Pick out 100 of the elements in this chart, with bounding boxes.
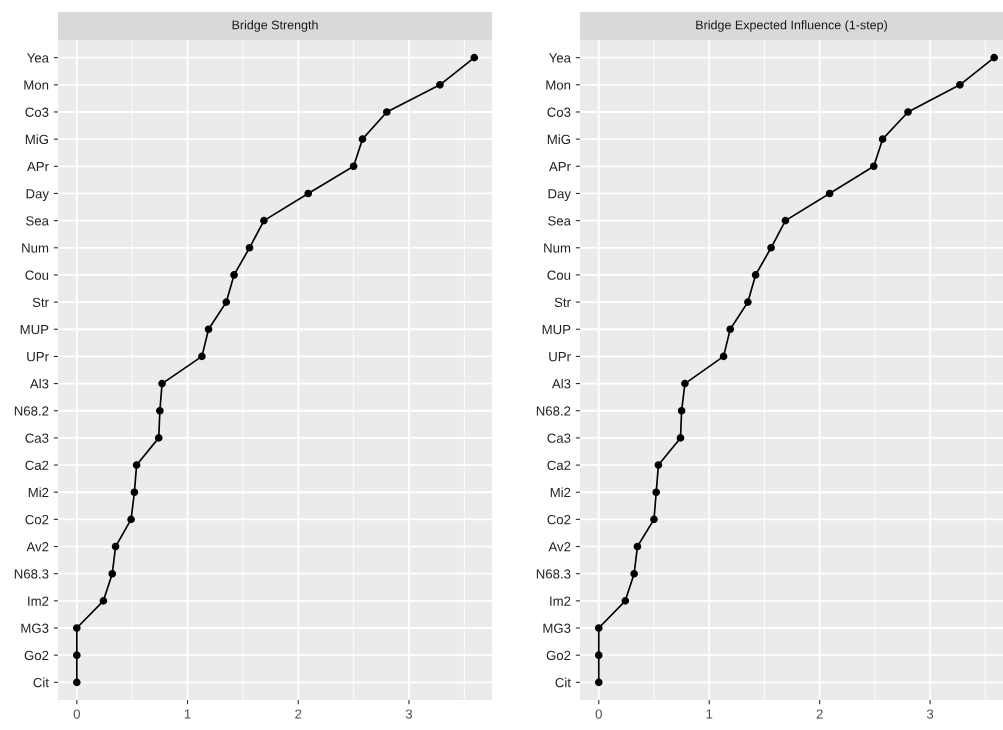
- point: [154, 434, 163, 442]
- x-tick-label: 3: [926, 709, 934, 719]
- y-tick-label: Av2: [548, 542, 571, 552]
- point: [304, 189, 313, 198]
- y-tick-label: Str: [32, 297, 49, 308]
- point: [99, 597, 108, 605]
- point: [198, 352, 206, 361]
- point: [245, 243, 254, 252]
- x-tick-label: 0: [73, 709, 80, 719]
- y-tick-label: Cit: [555, 677, 571, 688]
- point: [108, 569, 117, 578]
- point: [650, 515, 658, 524]
- y-tick-label: Cit: [33, 677, 49, 688]
- point: [878, 135, 887, 143]
- y-tick-label: Im2: [550, 596, 571, 606]
- y-tick-label: Mi2: [28, 487, 49, 497]
- chart-title: Bridge Expected Influence (1-step): [696, 20, 887, 32]
- y-tick-label: Go2: [24, 650, 49, 661]
- y-tick-label: Yea: [548, 53, 571, 63]
- y-tick-label: N68.3: [14, 569, 49, 579]
- point: [436, 80, 444, 89]
- point: [904, 108, 912, 116]
- y-tick-label: APr: [27, 162, 49, 172]
- y-tick-label: Num: [544, 243, 571, 253]
- y-tick-label: Go2: [546, 650, 571, 661]
- y-tick-label: MUP: [542, 324, 571, 335]
- y-tick-label: N68.2: [14, 406, 49, 416]
- point: [127, 515, 135, 524]
- chart-title: Bridge Strength: [232, 20, 318, 32]
- y-tick-label: MiG: [25, 134, 48, 145]
- y-tick-label: Im2: [28, 596, 49, 606]
- y-tick-label: UPr: [27, 352, 49, 362]
- point: [956, 80, 964, 89]
- point: [719, 352, 728, 361]
- point: [744, 298, 752, 306]
- x-tick-label: 1: [184, 709, 191, 719]
- point: [726, 325, 735, 334]
- y-tick-label: Ca3: [547, 433, 571, 443]
- point: [132, 461, 141, 469]
- point: [470, 53, 479, 62]
- y-tick-label: Mi2: [550, 487, 571, 497]
- y-tick-label: Str: [554, 297, 571, 308]
- point: [869, 162, 878, 171]
- x-tick-label: 2: [295, 709, 302, 719]
- y-tick-label: Co2: [547, 514, 571, 525]
- y-tick-label: Sea: [26, 216, 49, 226]
- y-tick-label: Mon: [24, 80, 49, 90]
- y-tick-label: Day: [26, 189, 49, 201]
- point: [158, 379, 166, 388]
- point: [594, 678, 603, 687]
- point: [204, 325, 213, 334]
- y-tick-label: Av2: [26, 542, 49, 552]
- point: [621, 597, 630, 605]
- point: [222, 298, 231, 306]
- y-tick-label: Sea: [548, 216, 571, 226]
- point: [73, 651, 81, 660]
- point: [130, 488, 139, 497]
- x-tick-label: 2: [816, 709, 823, 719]
- point: [825, 189, 834, 198]
- point: [156, 406, 164, 415]
- point: [260, 216, 268, 225]
- y-tick-label: N68.2: [536, 406, 571, 416]
- y-tick-label: MUP: [20, 324, 49, 335]
- y-tick-label: Co3: [547, 107, 571, 117]
- y-tick-label: MG3: [21, 623, 49, 633]
- x-tick-label: 3: [405, 709, 413, 719]
- point: [633, 542, 642, 551]
- point: [676, 434, 685, 442]
- point: [73, 678, 81, 687]
- point: [654, 461, 663, 469]
- y-tick-label: Num: [22, 243, 49, 253]
- y-tick-label: Ca3: [25, 433, 49, 443]
- point: [990, 53, 998, 62]
- point: [594, 651, 603, 660]
- point: [383, 108, 391, 116]
- y-tick-label: Co3: [25, 107, 49, 117]
- point: [767, 243, 775, 252]
- point: [230, 271, 238, 279]
- point: [349, 162, 358, 171]
- point: [358, 135, 367, 143]
- x-tick-label: 1: [706, 709, 713, 719]
- point: [781, 216, 790, 225]
- x-tick-label: 0: [595, 709, 602, 719]
- y-tick-label: MG3: [543, 623, 571, 633]
- point: [630, 569, 638, 578]
- y-tick-label: Al3: [551, 378, 571, 389]
- point: [111, 542, 120, 551]
- y-tick-label: Day: [548, 189, 571, 201]
- point: [652, 488, 661, 497]
- y-tick-label: Yea: [26, 53, 49, 63]
- y-tick-label: MiG: [547, 134, 570, 145]
- y-tick-label: Co2: [25, 514, 49, 525]
- point: [677, 406, 686, 415]
- y-tick-label: Al3: [29, 378, 49, 389]
- point: [73, 624, 81, 632]
- point: [681, 379, 689, 388]
- point: [751, 271, 760, 279]
- y-tick-label: Cou: [547, 270, 571, 280]
- y-tick-label: N68.3: [536, 569, 571, 579]
- y-tick-label: Mon: [546, 80, 571, 90]
